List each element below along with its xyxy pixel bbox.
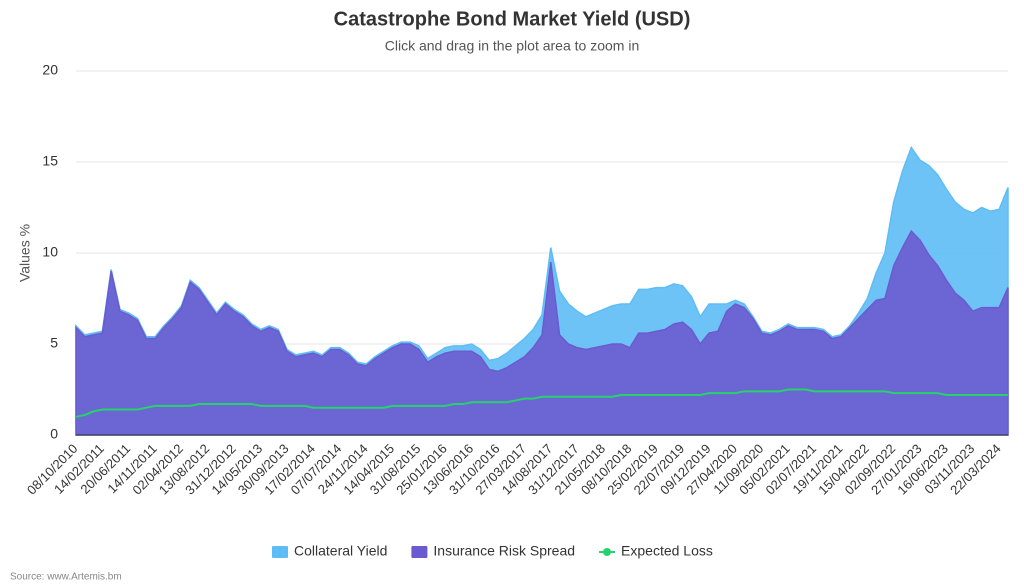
y-tick-label: 0 [50,426,58,442]
y-axis-title: Values % [17,224,33,282]
source-note: Source: www.Artemis.bm [10,572,122,583]
line [75,388,1008,418]
y-tick-label: 5 [50,335,58,351]
legend: Collateral Yield Insurance Risk Spread Exp… [272,543,713,559]
area [75,229,1009,436]
chart-title: Catastrophe Bond Market Yield (USD) [334,8,691,30]
legend-label: Collateral Yield [294,543,387,559]
legend-label: Expected Loss [621,543,713,559]
legend-swatch [411,546,428,558]
legend-marker [603,548,612,556]
y-tick-label: 15 [42,153,58,169]
legend-label: Insurance Risk Spread [433,543,575,559]
chart-subtitle: Click and drag in the plot area to zoom … [385,38,639,54]
legend-swatch [272,546,288,558]
y-tick-label: 10 [42,244,58,260]
y-tick-label: 20 [42,62,58,78]
